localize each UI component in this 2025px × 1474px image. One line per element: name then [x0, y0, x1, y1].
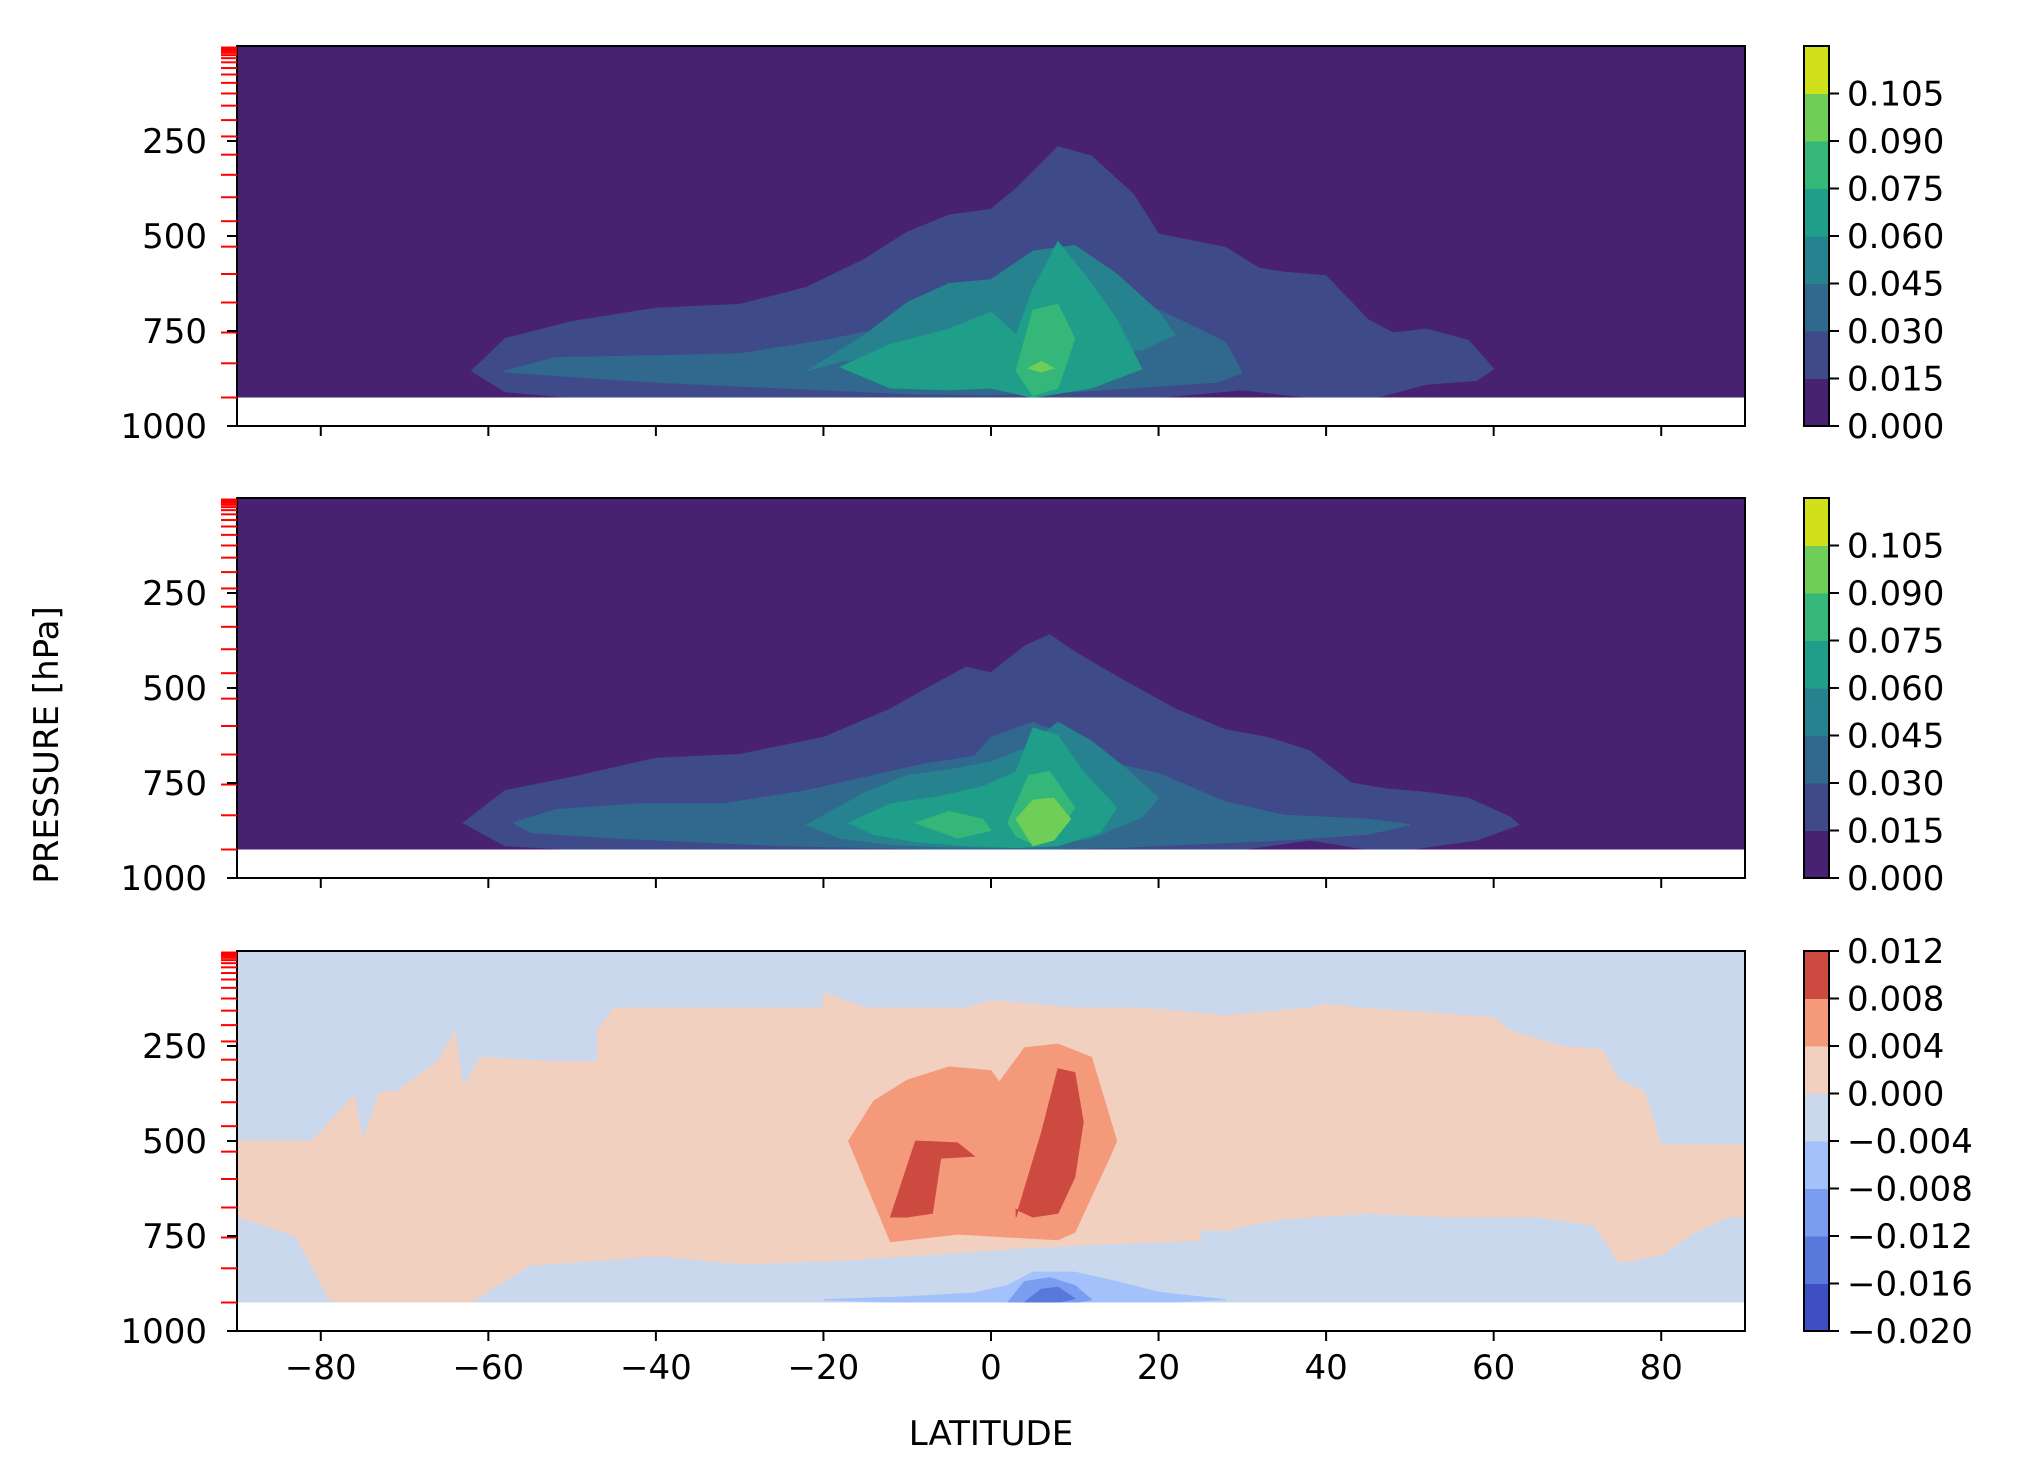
colorbar-tick-label: 0.075 — [1847, 622, 1944, 662]
y-axis-title: PRESSURE [hPa] — [27, 606, 67, 883]
x-tick-label: 0 — [980, 1348, 1002, 1388]
colorbar-band — [1804, 998, 1829, 1047]
colorbar-tick-label: 0.045 — [1847, 265, 1944, 305]
colorbar-band — [1804, 188, 1829, 237]
x-tick-label: 60 — [1472, 1348, 1515, 1388]
colorbar-band — [1804, 640, 1829, 689]
contour-band-7 — [1015, 1068, 1084, 1218]
colorbar-band — [1804, 783, 1829, 831]
colorbar-band — [1804, 1093, 1829, 1142]
colorbar-band — [1804, 236, 1829, 284]
colorbar-tick-label: 0.105 — [1847, 527, 1944, 567]
contour-band-5 — [1015, 303, 1076, 397]
colorbar-band — [1804, 1188, 1829, 1237]
colorbar-top: 0.000 0.015 0.030 0.045 0.060 0.075 0.090 0.105 — [1803, 45, 1944, 447]
plot-area-top: 250 500 750 1000 — [120, 45, 1746, 447]
contour-field-bottom — [237, 951, 1745, 1303]
contour-band-5 — [914, 810, 992, 839]
contour-band-6 — [1015, 797, 1072, 847]
contour-band-4 — [1292, 1269, 1452, 1281]
colorbar-band — [1804, 93, 1829, 142]
y-tick-label: 250 — [142, 122, 207, 162]
colorbar-tick-label: 0.090 — [1847, 122, 1944, 162]
colorbar-band — [1804, 830, 1829, 879]
y-tick-label: 750 — [142, 1217, 207, 1257]
plot-area-bottom: 250 500 750 1000 −80 −60 −40 −20 0 20 40 60 80 — [120, 950, 1746, 1388]
colorbar-band — [1804, 378, 1829, 427]
x-tick-label: 20 — [1137, 1348, 1180, 1388]
contour-field-middle — [237, 498, 1745, 850]
contour-band-7 — [889, 1140, 976, 1218]
colorbar-band — [1804, 1236, 1829, 1284]
colorbar-tick-label: 0.012 — [1847, 932, 1944, 972]
colorbar-band — [1804, 1141, 1829, 1189]
below-surface-area — [237, 397, 1745, 426]
contour-band-6 — [1027, 360, 1056, 373]
colorbar-band — [1804, 593, 1829, 641]
colorbar-band — [1804, 1046, 1829, 1094]
colorbar-tick-label: −0.020 — [1847, 1312, 1973, 1352]
colorbar-band — [1804, 331, 1829, 379]
y-tick-label: 1000 — [120, 859, 207, 899]
contour-field-top — [237, 46, 1745, 398]
colorbar-band — [1804, 46, 1829, 94]
y-tick-label: 1000 — [120, 1312, 207, 1352]
x-tick-label: 80 — [1640, 1348, 1683, 1388]
colorbar-band — [1804, 951, 1829, 999]
colorbar-tick-label: −0.008 — [1847, 1170, 1973, 1210]
x-axis-title: LATITUDE — [909, 1414, 1073, 1454]
colorbar-tick-label: 0.060 — [1847, 217, 1944, 257]
y-tick-label: 500 — [142, 217, 207, 257]
colorbar-band — [1804, 141, 1829, 189]
y-tick-label: 250 — [142, 574, 207, 614]
y-tick-label: 750 — [142, 312, 207, 352]
colorbar-tick-label: 0.030 — [1847, 312, 1944, 352]
x-tick-label: −40 — [620, 1348, 692, 1388]
colorbar-tick-label: 0.075 — [1847, 170, 1944, 210]
colorbar-tick-label: 0.015 — [1847, 360, 1944, 400]
colorbar-tick-label: 0.008 — [1847, 980, 1944, 1020]
x-tick-label: 40 — [1304, 1348, 1347, 1388]
y-tick-label: 750 — [142, 764, 207, 804]
colorbar-tick-label: −0.012 — [1847, 1217, 1973, 1257]
colorbar-tick-label: −0.016 — [1847, 1265, 1973, 1305]
colorbar-middle: 0.000 0.015 0.030 0.045 0.060 0.075 0.090 0.105 — [1803, 497, 1944, 899]
colorbar-tick-label: 0.000 — [1847, 407, 1944, 447]
colorbar-tick-label: 0.060 — [1847, 669, 1944, 709]
colorbar-tick-label: 0.105 — [1847, 75, 1944, 115]
contour-band-1 — [1023, 1286, 1077, 1303]
colorbar-tick-label: 0.000 — [1847, 859, 1944, 899]
panel-bottom: 250 500 750 1000 −80 −60 −40 −20 0 20 40 60 80 −0.02… — [120, 932, 1972, 1388]
x-tick-label: −60 — [452, 1348, 524, 1388]
y-tick-label: 1000 — [120, 407, 207, 447]
y-tick-label: 500 — [142, 669, 207, 709]
colorbar-tick-label: 0.030 — [1847, 764, 1944, 804]
colorbar-tick-label: 0.015 — [1847, 812, 1944, 852]
colorbar-tick-label: 0.045 — [1847, 717, 1944, 757]
colorbar-tick-label: 0.004 — [1847, 1027, 1944, 1067]
plot-area-middle: 250 500 750 1000 — [120, 497, 1746, 899]
colorbar-band — [1804, 498, 1829, 546]
below-surface-area — [237, 849, 1745, 878]
colorbar-band — [1804, 735, 1829, 784]
y-tick-label: 250 — [142, 1027, 207, 1067]
colorbar-band — [1804, 1283, 1829, 1332]
below-surface-area — [237, 1302, 1745, 1331]
colorbar-band — [1804, 545, 1829, 594]
colorbar-tick-label: 0.000 — [1847, 1075, 1944, 1115]
y-tick-label: 500 — [142, 1122, 207, 1162]
x-tick-label: −80 — [285, 1348, 357, 1388]
colorbar-bottom: −0.020 −0.016 −0.012 −0.008 −0.004 0.000 0.004… — [1803, 932, 1973, 1352]
x-tick-label: −20 — [788, 1348, 860, 1388]
contour-band-1 — [470, 146, 1495, 398]
colorbar-tick-label: 0.090 — [1847, 574, 1944, 614]
colorbar-tick-label: −0.004 — [1847, 1122, 1973, 1162]
colorbar-band — [1804, 688, 1829, 736]
colorbar-band — [1804, 283, 1829, 332]
